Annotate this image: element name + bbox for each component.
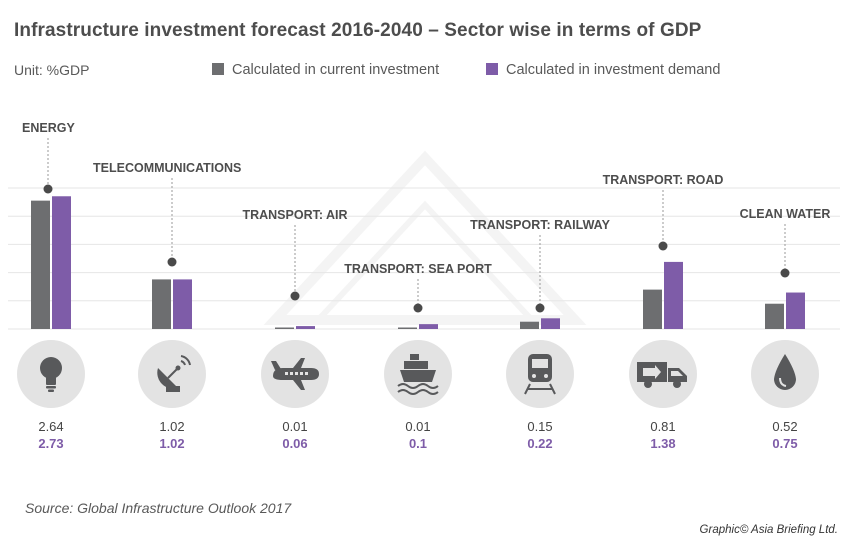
wheel: [673, 380, 681, 388]
legend-item-current: Calculated in current investment: [212, 62, 439, 78]
value-demand: 1.38: [650, 436, 675, 451]
leader-dot: [658, 241, 668, 251]
value-labels: 2.64 2.73 1.02 1.02 0.01 0.06 0.01 0.1 0.15 0.22 0…: [38, 419, 797, 451]
gridlines: [8, 187, 840, 330]
satellite-dish-icon: [157, 355, 191, 392]
tail: [271, 361, 281, 370]
bulb-glass: [40, 357, 62, 379]
window: [290, 372, 293, 375]
headlight: [544, 374, 548, 378]
dish-stand: [166, 386, 180, 392]
category-label: TRANSPORT: AIR: [242, 208, 347, 222]
value-current: 0.52: [772, 419, 797, 434]
bar-demand: [786, 292, 805, 329]
bulb-tip: [48, 389, 54, 392]
category-label: TRANSPORT: SEA PORT: [344, 262, 492, 276]
category-label: TRANSPORT: RAILWAY: [470, 218, 610, 232]
ship-icon: [397, 354, 439, 395]
value-current: 0.01: [405, 419, 430, 434]
window: [300, 372, 303, 375]
leader-dot: [413, 303, 423, 313]
lightbulb-icon: [40, 357, 62, 392]
signal-wave: [180, 355, 191, 366]
bar-demand: [52, 196, 71, 329]
source-note: Source: Global Infrastructure Outlook 20…: [25, 500, 292, 516]
legend-label-demand: Calculated in investment demand: [506, 62, 721, 78]
drop-shine: [779, 377, 787, 387]
category-label: ENERGY: [22, 121, 75, 135]
legend-item-demand: Calculated in investment demand: [486, 62, 720, 78]
legend-label-current: Calculated in current investment: [232, 62, 440, 78]
category-label: TELECOMMUNICATIONS: [93, 161, 241, 175]
watermark-logo: [263, 150, 587, 325]
sector-icons: [17, 340, 819, 408]
arrow: [643, 365, 661, 379]
leader-dot: [535, 303, 545, 313]
dish: [157, 368, 178, 389]
window: [295, 372, 298, 375]
train-icon: [524, 354, 556, 395]
bar-current: [152, 279, 171, 329]
value-demand: 0.75: [772, 436, 797, 451]
value-current: 1.02: [159, 419, 184, 434]
wave: [397, 383, 439, 389]
category-label: TRANSPORT: ROAD: [603, 173, 724, 187]
bar-current: [398, 327, 417, 329]
bar-demand: [541, 318, 560, 329]
callout-leaders: [43, 138, 790, 313]
hull: [400, 370, 436, 382]
bulb-base: [46, 386, 56, 389]
bar-current: [275, 327, 294, 329]
leader-dot: [780, 268, 790, 278]
bar-demand: [419, 324, 438, 329]
wing-bottom: [293, 380, 305, 390]
leader-dot: [43, 184, 53, 194]
bars: [31, 196, 805, 329]
value-demand: 0.1: [409, 436, 427, 451]
value-current: 0.15: [527, 419, 552, 434]
signal-wave: [180, 360, 186, 366]
graphic-credit: Graphic© Asia Briefing Ltd.: [699, 524, 838, 536]
bar-current: [643, 289, 662, 329]
bar-current: [765, 303, 784, 329]
wing-top: [293, 358, 305, 368]
truck-icon: [637, 362, 687, 388]
value-demand: 2.73: [38, 436, 63, 451]
bar-current: [520, 321, 539, 329]
category-label: CLEAN WATER: [740, 207, 831, 221]
wave: [397, 389, 439, 395]
bulb-neck: [46, 377, 56, 385]
value-current: 2.64: [38, 419, 63, 434]
leader-dot: [290, 291, 300, 301]
cab-window: [671, 371, 683, 376]
category-labels: ENERGY TELECOMMUNICATIONS TRANSPORT: AIR TR…: [22, 121, 830, 276]
value-current: 0.81: [650, 419, 675, 434]
chart-title: Infrastructure investment forecast 2016-…: [14, 20, 702, 41]
value-current: 0.01: [282, 419, 307, 434]
value-demand: 0.06: [282, 436, 307, 451]
airplane-icon: [271, 358, 319, 390]
rails: [524, 383, 556, 395]
dish-feed: [175, 365, 181, 371]
value-demand: 1.02: [159, 436, 184, 451]
funnel: [410, 354, 419, 360]
headlight: [532, 374, 536, 378]
value-demand: 0.22: [527, 436, 552, 451]
cabin: [404, 361, 428, 369]
bar-current: [31, 200, 50, 329]
unit-label: Unit: %GDP: [14, 62, 90, 78]
window: [305, 372, 308, 375]
leader-dot: [167, 257, 177, 267]
bar-demand: [664, 261, 683, 329]
wheel: [644, 380, 652, 388]
bar-demand: [173, 279, 192, 329]
window: [285, 372, 288, 375]
train-window: [532, 359, 548, 368]
bar-demand: [296, 326, 315, 329]
water-drop-icon: [774, 354, 796, 390]
dish-arm: [167, 368, 178, 379]
legend-swatch-demand: [486, 63, 498, 75]
legend-swatch-current: [212, 63, 224, 75]
